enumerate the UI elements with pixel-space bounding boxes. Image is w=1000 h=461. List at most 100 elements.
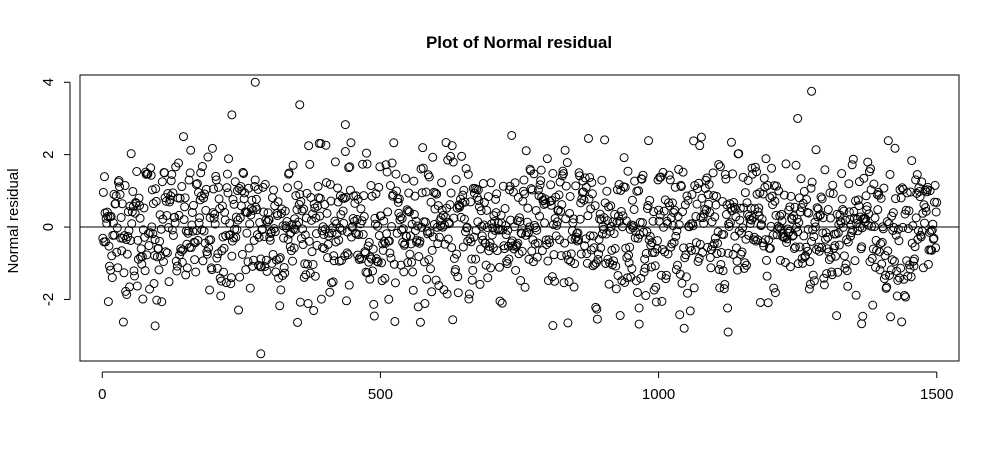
data-point — [363, 241, 373, 251]
data-point — [471, 254, 481, 264]
data-point — [476, 206, 486, 216]
data-point — [560, 238, 570, 248]
data-point — [911, 213, 921, 223]
y-tick-label: 4 — [40, 78, 57, 86]
data-point — [329, 251, 339, 261]
data-point — [315, 193, 325, 203]
data-point — [530, 220, 540, 230]
data-point — [813, 204, 823, 214]
data-point — [906, 272, 916, 282]
data-point — [229, 199, 239, 209]
data-point — [287, 220, 297, 230]
data-point — [594, 249, 603, 259]
data-point — [180, 193, 190, 203]
data-point — [339, 193, 349, 203]
data-point — [257, 224, 267, 234]
data-point — [821, 228, 831, 238]
data-point — [676, 181, 686, 191]
data-point — [726, 137, 736, 147]
data-point — [501, 221, 511, 231]
x-tick-label: 1000 — [642, 386, 675, 403]
data-point — [715, 283, 725, 293]
data-point — [610, 244, 620, 254]
data-point — [415, 236, 425, 246]
data-point — [899, 291, 909, 301]
data-point — [212, 253, 222, 263]
data-point — [587, 189, 597, 199]
data-point — [688, 221, 698, 231]
data-point — [856, 212, 866, 222]
data-point — [511, 265, 521, 275]
data-point — [691, 238, 701, 248]
data-point — [783, 224, 793, 234]
data-point — [845, 215, 855, 225]
data-point — [369, 299, 379, 309]
data-point — [427, 287, 437, 297]
data-point — [264, 215, 274, 225]
data-point — [876, 239, 886, 249]
data-point — [357, 216, 367, 226]
data-point — [148, 229, 158, 239]
data-point — [525, 222, 535, 232]
data-point — [359, 212, 369, 222]
data-point — [563, 318, 573, 328]
data-point — [664, 170, 674, 180]
data-point — [564, 277, 574, 287]
data-point — [561, 214, 571, 224]
data-point — [444, 219, 454, 229]
data-point — [310, 271, 320, 281]
data-point — [458, 190, 468, 200]
data-point — [929, 233, 939, 243]
data-point — [330, 157, 340, 167]
data-point — [331, 237, 341, 247]
data-point — [617, 276, 627, 286]
data-point — [842, 266, 852, 276]
data-point — [721, 174, 731, 184]
data-point — [810, 217, 820, 227]
data-point — [502, 259, 512, 269]
data-point — [462, 223, 472, 233]
data-point — [306, 215, 316, 225]
data-point — [407, 257, 417, 267]
data-point — [737, 247, 747, 257]
plot-frame — [79, 74, 960, 362]
data-point — [390, 278, 400, 288]
data-point — [256, 262, 266, 272]
data-point — [893, 224, 903, 234]
data-point — [115, 189, 125, 199]
data-point — [359, 191, 369, 201]
data-point — [168, 188, 178, 198]
data-point — [800, 251, 810, 261]
data-point — [413, 221, 423, 231]
data-point — [158, 257, 168, 267]
data-point — [689, 136, 699, 146]
data-point — [188, 200, 198, 210]
data-point — [906, 187, 916, 197]
data-point — [249, 255, 259, 265]
data-point — [703, 190, 713, 200]
data-point — [624, 258, 634, 268]
data-point — [483, 273, 493, 283]
data-point — [724, 221, 734, 231]
data-point — [491, 208, 501, 218]
data-point — [181, 270, 191, 280]
data-point — [648, 216, 658, 226]
data-point — [271, 267, 281, 277]
data-point — [446, 151, 456, 161]
data-point — [261, 255, 271, 265]
data-point — [327, 228, 337, 238]
data-point — [152, 295, 162, 305]
data-point — [542, 240, 552, 250]
data-point — [785, 262, 795, 272]
data-point — [224, 154, 234, 164]
data-point — [356, 204, 366, 214]
data-point — [515, 213, 524, 223]
data-point — [799, 231, 809, 241]
data-point — [219, 243, 229, 253]
data-point — [678, 167, 688, 177]
data-point — [395, 212, 405, 222]
data-point — [313, 201, 323, 211]
data-point — [912, 188, 922, 198]
data-point — [789, 243, 799, 253]
data-point — [873, 205, 883, 215]
